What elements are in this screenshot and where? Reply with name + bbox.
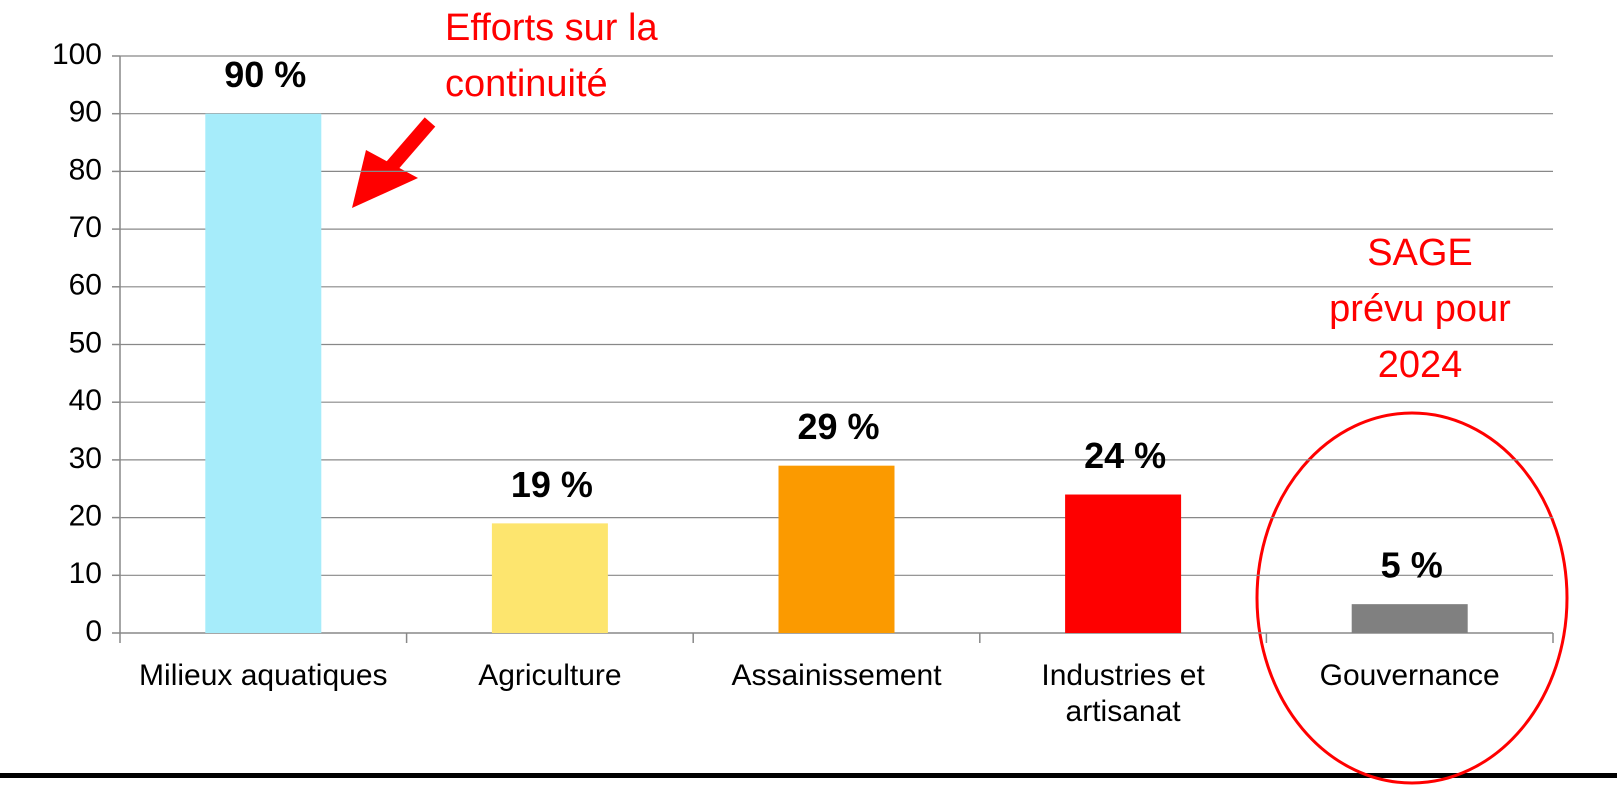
data-label: 5 % xyxy=(1381,545,1443,586)
bar xyxy=(778,465,895,633)
annotation: 2024 xyxy=(1378,344,1463,386)
y-tick-label: 70 xyxy=(69,211,102,244)
data-label: 29 % xyxy=(797,406,879,447)
y-tick-label: 50 xyxy=(69,326,102,359)
y-tick-label: 80 xyxy=(69,153,102,186)
bar xyxy=(205,113,322,633)
annotation: Efforts sur la xyxy=(445,7,658,49)
annotation: SAGE xyxy=(1367,232,1473,274)
data-label: 24 % xyxy=(1084,435,1166,476)
data-label: 90 % xyxy=(224,54,306,95)
arrow-head xyxy=(352,150,418,208)
annotation: prévu pour xyxy=(1329,288,1511,330)
bottom-border xyxy=(0,773,1617,778)
bar xyxy=(1351,604,1468,633)
arrow xyxy=(352,117,436,208)
y-tick-label: 20 xyxy=(69,500,102,533)
x-tick-label: Milieux aquatiques xyxy=(139,659,388,692)
bar xyxy=(1065,494,1182,633)
y-tick-label: 40 xyxy=(69,384,102,417)
annotation: continuité xyxy=(445,63,608,105)
y-tick-label: 30 xyxy=(69,442,102,475)
x-tick-label: Assainissement xyxy=(731,659,942,692)
y-tick-label: 60 xyxy=(69,269,102,302)
x-tick-label: Industries et artisanat xyxy=(1041,659,1205,728)
y-tick-label: 10 xyxy=(69,557,102,590)
x-tick-label: Gouvernance xyxy=(1319,659,1500,692)
x-tick-label: Agriculture xyxy=(478,659,622,692)
y-tick-label: 100 xyxy=(52,38,102,71)
y-tick-label: 0 xyxy=(85,615,102,648)
highlight-ellipse xyxy=(1255,411,1569,785)
bar xyxy=(491,523,608,633)
y-tick-label: 90 xyxy=(69,96,102,129)
data-label: 19 % xyxy=(511,464,593,505)
